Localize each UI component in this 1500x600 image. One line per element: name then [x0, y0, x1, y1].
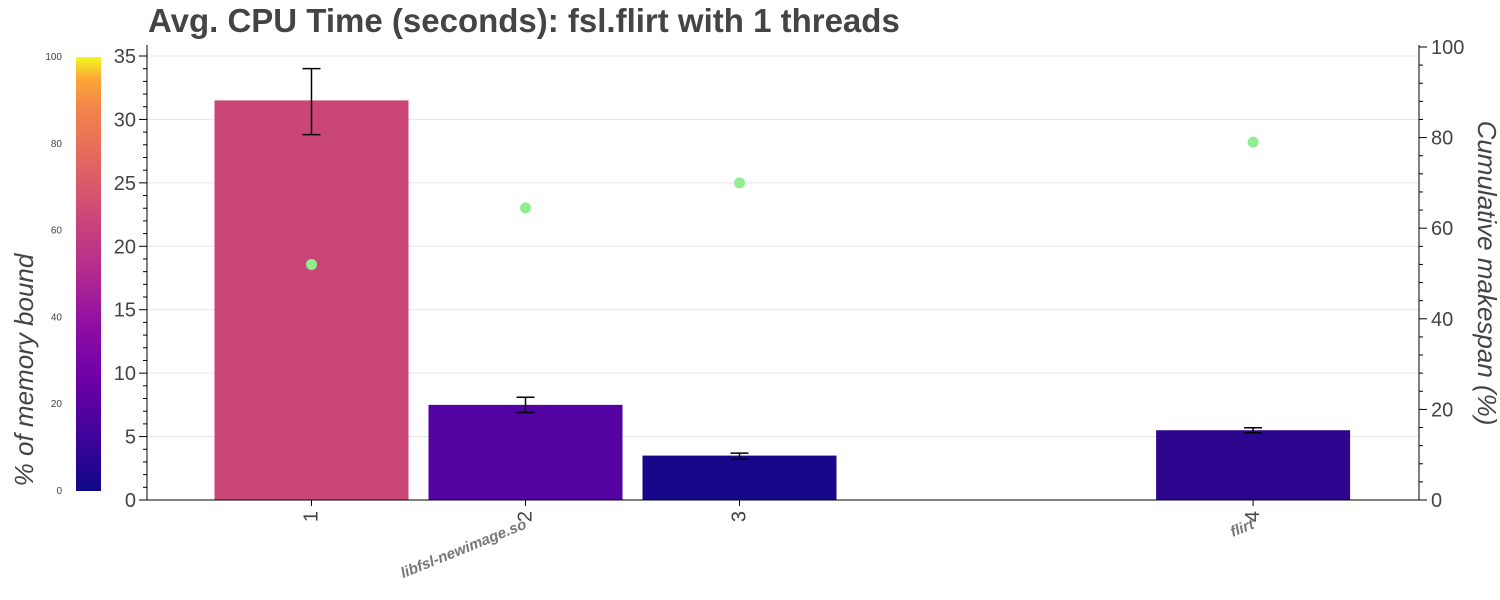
makespan-point [520, 202, 531, 214]
colorbar-tick-label: 0 [56, 486, 62, 497]
y2-tick-label: 20 [1431, 399, 1453, 421]
colorbar-tick-label: 80 [51, 139, 63, 150]
bar [1156, 430, 1351, 500]
colorbar-gradient [76, 57, 101, 491]
group-label: libfsl-newimage.so [398, 516, 529, 582]
y-tick-label: 0 [125, 490, 136, 512]
secondary-y-axis-label: Cumulative makespan (%) [1472, 121, 1500, 426]
y-tick-label: 15 [114, 300, 136, 322]
y-tick-label: 25 [114, 173, 136, 195]
makespan-point [734, 177, 745, 189]
y2-tick-label: 100 [1431, 37, 1464, 59]
chart-title: Avg. CPU Time (seconds): fsl.flirt with … [148, 2, 900, 39]
y2-tick-label: 80 [1431, 128, 1453, 150]
colorbar-label: % of memory bound [9, 252, 39, 486]
colorbar-tick-label: 40 [51, 312, 63, 323]
colorbar-tick-label: 60 [51, 226, 63, 237]
colorbar: 0 20 40 60 80 100 [45, 52, 101, 497]
bar [642, 455, 837, 500]
y-tick-label: 10 [114, 363, 136, 385]
y-tick-label: 5 [125, 427, 136, 449]
makespan-point [1247, 136, 1259, 148]
y-tick-label: 20 [114, 236, 136, 258]
colorbar-tick-label: 20 [51, 399, 63, 410]
makespan-points [306, 136, 1259, 270]
makespan-point [306, 258, 317, 270]
x-tick-label: 2 [515, 511, 537, 522]
y-tick-label: 35 [114, 46, 136, 68]
x-tick-label: 3 [729, 511, 751, 522]
error-bars [302, 67, 1263, 461]
y-tick-label: 30 [114, 109, 136, 131]
y2-tick-label: 60 [1431, 218, 1453, 240]
bars [214, 100, 1351, 501]
bar [214, 100, 409, 501]
y2-tick-label: 0 [1431, 490, 1442, 512]
x-tick-label: 1 [301, 511, 323, 522]
x-tick-label: 4 [1242, 511, 1264, 522]
colorbar-tick-label: 100 [45, 52, 62, 63]
y2-tick-label: 40 [1431, 309, 1453, 331]
bar [428, 404, 623, 500]
